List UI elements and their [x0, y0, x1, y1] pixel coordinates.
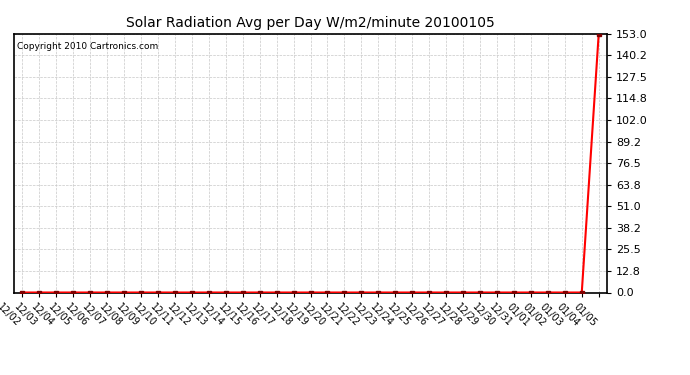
Title: Solar Radiation Avg per Day W/m2/minute 20100105: Solar Radiation Avg per Day W/m2/minute …	[126, 16, 495, 30]
Text: Copyright 2010 Cartronics.com: Copyright 2010 Cartronics.com	[17, 42, 158, 51]
